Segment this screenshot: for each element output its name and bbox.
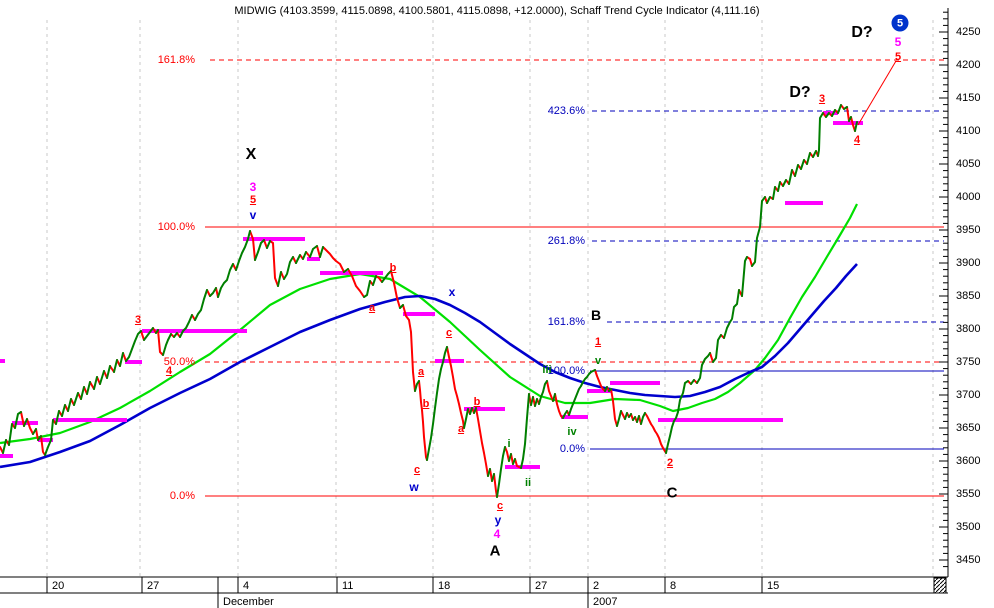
projection-trendline — [857, 60, 897, 126]
fib-blue-level-label: 0.0% — [559, 443, 585, 455]
x-axis-date-label: 27 — [535, 580, 548, 592]
wave-label: C — [666, 484, 678, 502]
wave-circle-5-badge: 5 — [891, 14, 909, 32]
wave-label: w — [409, 480, 419, 494]
wave-label: 3 — [249, 180, 257, 194]
wave-label: i — [507, 438, 511, 450]
wave-label: iii — [542, 364, 552, 376]
wave-label: 2 — [666, 457, 674, 469]
wave-label: D? — [851, 24, 873, 41]
y-axis-tick-label: 3550 — [956, 488, 981, 500]
y-axis-tick-label: 3900 — [956, 257, 981, 269]
wave-label: 1 — [594, 336, 602, 348]
y-axis-tick-label: 3800 — [956, 323, 981, 335]
moving-averages — [0, 203, 858, 469]
wave-label: v — [594, 355, 602, 367]
wave-label: 4 — [165, 365, 173, 377]
wave-label: v — [249, 208, 257, 222]
wave-label: a — [368, 302, 376, 314]
x-axis-date-label: 11 — [342, 580, 354, 592]
x-axis-date-label: 4 — [243, 580, 250, 592]
wave-label: y — [494, 513, 502, 527]
fibonacci-lines — [205, 59, 944, 497]
y-axis-tick-label: 3650 — [956, 422, 981, 434]
y-axis-tick-label: 3750 — [956, 356, 981, 368]
vertical-gridlines — [46, 20, 934, 577]
price-line — [0, 104, 858, 498]
x-axis-date-label: 27 — [147, 580, 160, 592]
wave-label: 5 — [894, 51, 902, 63]
fib-blue-level-label: 100.0% — [547, 365, 585, 377]
y-axis-tick-label: 3500 — [956, 521, 981, 533]
wave-label: 3 — [818, 93, 826, 105]
y-axis-tick-label: 4150 — [956, 92, 981, 104]
wave-label: b — [473, 396, 481, 408]
y-axis-tick-label: 3450 — [956, 554, 981, 566]
wave-label: X — [245, 146, 257, 163]
fib-red-level-label: 50.0% — [163, 356, 195, 368]
wave-label: ii — [524, 477, 532, 489]
x-axis-date-label: 15 — [767, 580, 780, 592]
y-axis-tick-label: 4000 — [956, 191, 981, 203]
fib-blue-level-label: 423.6% — [547, 105, 585, 117]
y-axis-tick-label: 4200 — [956, 59, 981, 71]
y-axis-tick-label: 3600 — [956, 455, 981, 467]
fib-blue-level-label: 161.8% — [547, 316, 585, 328]
wave-label: 3 — [134, 314, 142, 326]
x-axis-month-label: 2007 — [593, 596, 618, 608]
y-axis-tick-label: 3700 — [956, 389, 981, 401]
wave-label: a — [417, 366, 425, 378]
fib-red-level-label: 100.0% — [157, 221, 195, 233]
y-axis-tick-label: 3950 — [956, 224, 981, 236]
wave-label: b — [389, 262, 397, 274]
wave-label: a — [457, 423, 465, 435]
fib-red-level-label: 0.0% — [169, 490, 195, 502]
wave-label: 5 — [894, 35, 902, 49]
wave-label: 4 — [493, 527, 501, 541]
fib-red-level-label: 161.8% — [157, 54, 195, 66]
wave-label: D? — [789, 84, 811, 101]
support-resistance-segments — [0, 111, 863, 469]
y-axis-tick-label: 3850 — [956, 290, 981, 302]
axes — [0, 8, 949, 608]
wave-label: 4 — [853, 134, 861, 146]
wave-label: iv — [567, 426, 577, 438]
wave-label: b — [422, 398, 430, 410]
x-axis-date-label: 8 — [670, 580, 677, 592]
x-axis-date-label: 20 — [52, 580, 65, 592]
x-axis-month-label: December — [223, 596, 274, 608]
fib-blue-level-label: 261.8% — [547, 235, 585, 247]
wave-label: 5 — [249, 194, 257, 206]
x-axis-date-label: 18 — [438, 580, 451, 592]
wave-label: B — [590, 307, 602, 323]
chart-title: MIDWIG (4103.3599, 4115.0898, 4100.5801,… — [234, 5, 760, 17]
wave-label: c — [496, 500, 504, 512]
y-axis-tick-label: 4250 — [956, 26, 981, 38]
wave-label: x — [448, 285, 456, 299]
wave-label: c — [413, 464, 421, 476]
y-axis-tick-label: 4100 — [956, 125, 981, 137]
x-axis-date-label: 2 — [593, 580, 600, 592]
wave-label: c — [445, 327, 453, 339]
y-axis-tick-label: 4050 — [956, 158, 981, 170]
wave-label: A — [489, 542, 501, 560]
